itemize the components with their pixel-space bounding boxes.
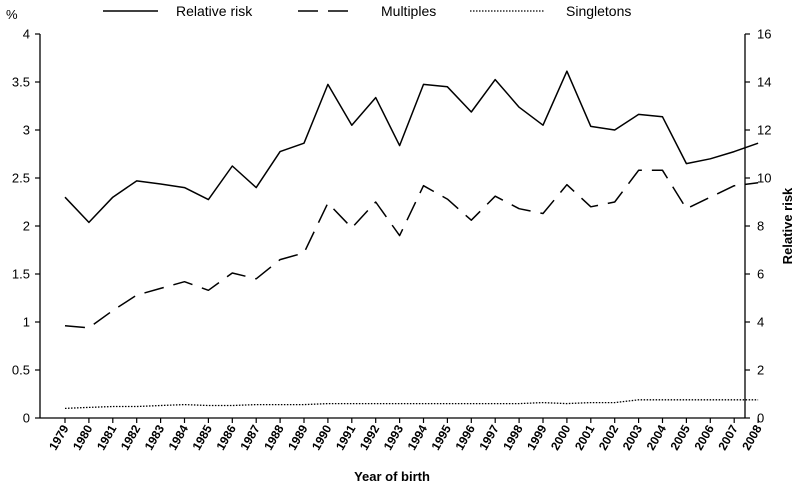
x-tick-label: 1986 [213, 422, 239, 452]
left-tick-label: 0.5 [12, 363, 30, 378]
x-tick-label: 1981 [94, 422, 120, 452]
right-axis-title: Relative risk [780, 187, 795, 264]
right-tick-label: 12 [757, 123, 771, 138]
x-tick-label: 1993 [381, 422, 407, 452]
left-tick-label: 4 [23, 27, 30, 42]
right-tick-label: 6 [757, 267, 764, 282]
x-tick-label: 2000 [548, 422, 574, 452]
left-tick-label: 3 [23, 123, 30, 138]
axes: 00.511.522.533.5402468101214161979198019… [6, 7, 795, 484]
left-tick-label: 2 [23, 219, 30, 234]
left-tick-label: 0 [23, 411, 30, 426]
x-tick-label: 1983 [142, 422, 168, 452]
x-tick-label: 2001 [572, 422, 598, 452]
legend-label-singletons: Singletons [566, 3, 631, 19]
x-tick-label: 1989 [285, 422, 311, 452]
x-tick-label: 1999 [524, 422, 550, 452]
x-tick-label: 1991 [333, 422, 359, 452]
left-tick-label: 3.5 [12, 75, 30, 90]
series-line-multiples [64, 169, 759, 329]
x-tick-label: 2002 [596, 422, 622, 452]
x-tick-label: 1980 [70, 422, 96, 452]
left-tick-label: 1.5 [12, 267, 30, 282]
x-tick-label: 1997 [476, 422, 502, 452]
x-tick-label: 1995 [429, 422, 455, 452]
x-tick-label: 1996 [452, 422, 478, 452]
right-tick-label: 10 [757, 171, 771, 186]
x-tick-label: 1990 [309, 422, 335, 452]
x-axis-title: Year of birth [354, 469, 430, 484]
x-tick-label: 1984 [166, 422, 192, 452]
series-line-relative-risk [64, 70, 759, 224]
series-line-singletons [64, 399, 759, 410]
left-axis-title: % [6, 7, 18, 22]
x-tick-label: 1998 [500, 422, 526, 452]
x-tick-label: 2003 [620, 422, 646, 452]
right-tick-label: 16 [757, 27, 771, 42]
x-tick-label: 2008 [739, 422, 765, 452]
x-tick-label: 1988 [261, 422, 287, 452]
x-tick-label: 1985 [190, 422, 216, 452]
left-tick-label: 1 [23, 315, 30, 330]
x-tick-label: 2006 [691, 422, 717, 452]
legend: Relative risk Multiples Singletons [103, 3, 631, 19]
x-tick-label: 1992 [357, 422, 383, 452]
plot-area [64, 70, 759, 410]
x-tick-label: 1979 [46, 422, 72, 452]
x-tick-label: 1987 [237, 422, 263, 452]
x-tick-label: 1982 [118, 422, 144, 452]
right-tick-label: 8 [757, 219, 764, 234]
right-tick-label: 2 [757, 363, 764, 378]
legend-label-multiples: Multiples [381, 3, 436, 19]
x-tick-label: 2005 [668, 422, 694, 452]
legend-label-relative-risk: Relative risk [176, 3, 253, 19]
right-tick-label: 0 [757, 411, 764, 426]
x-tick-label: 1994 [405, 422, 431, 452]
right-tick-label: 4 [757, 315, 764, 330]
left-tick-label: 2.5 [12, 171, 30, 186]
x-tick-label: 2004 [644, 422, 670, 452]
right-tick-label: 14 [757, 75, 771, 90]
x-tick-label: 2007 [715, 422, 741, 452]
